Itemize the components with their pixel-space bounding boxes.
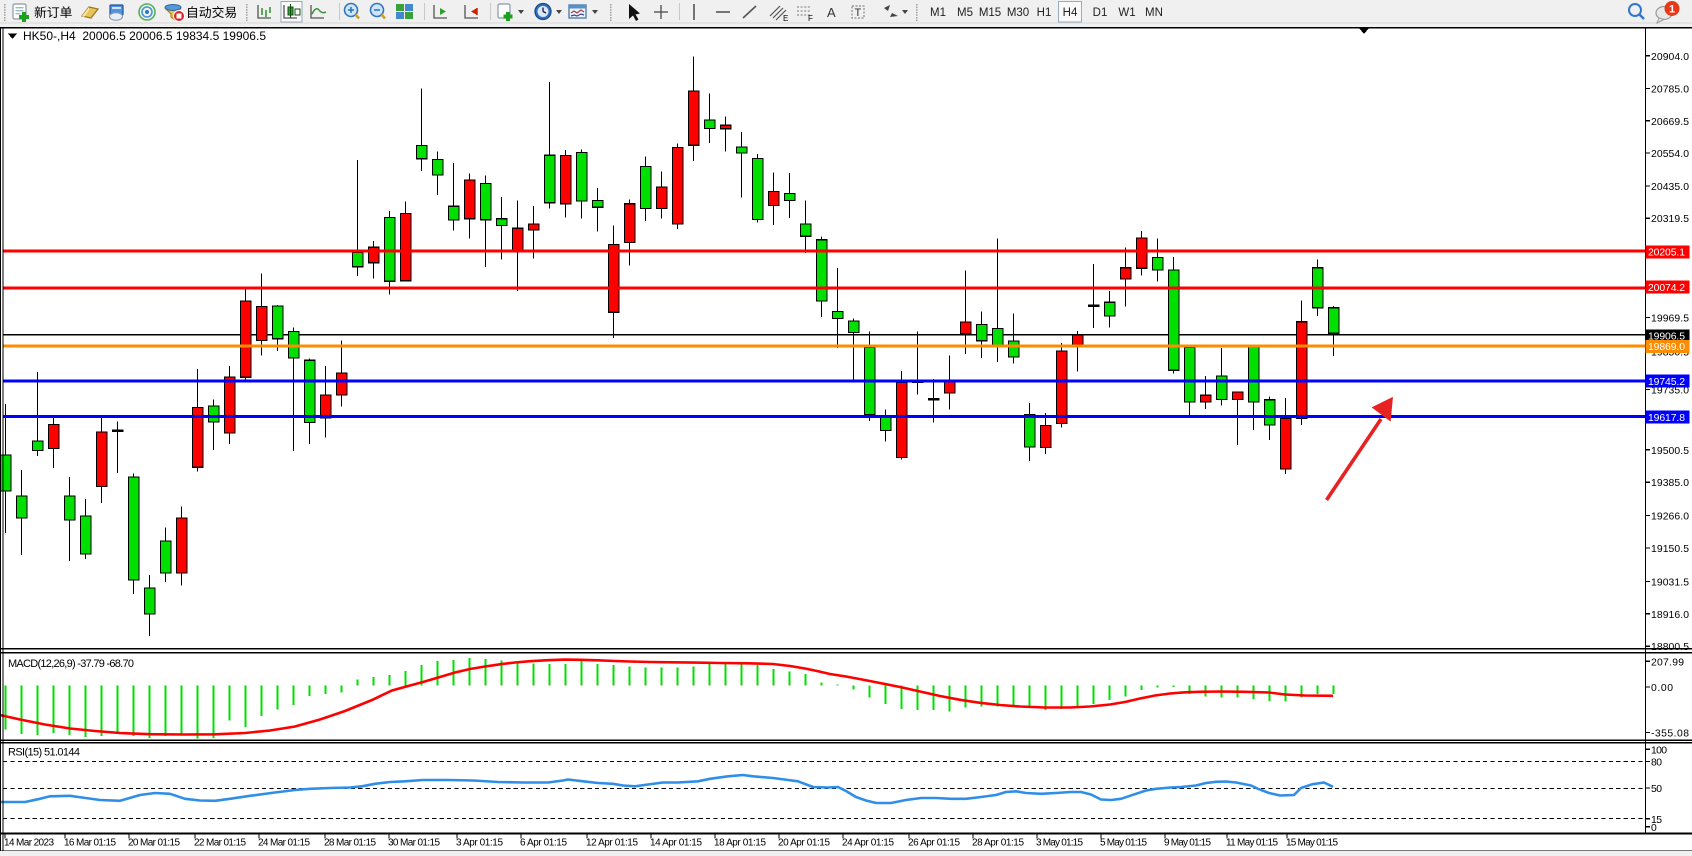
svg-text:18 Apr 01:15: 18 Apr 01:15 (714, 838, 766, 849)
svg-text:M30: M30 (1007, 7, 1029, 19)
svg-text:19500.5: 19500.5 (1651, 446, 1689, 457)
svg-text:-355.08: -355.08 (1651, 729, 1689, 740)
svg-text:20435.0: 20435.0 (1651, 182, 1689, 193)
svg-text:3 Apr 01:15: 3 Apr 01:15 (456, 838, 503, 849)
svg-text:14 Apr 01:15: 14 Apr 01:15 (650, 838, 702, 849)
svg-text:18800.5: 18800.5 (1651, 642, 1689, 653)
svg-text:D1: D1 (1093, 7, 1108, 19)
svg-text:W1: W1 (1118, 7, 1135, 19)
svg-text:12 Apr 01:15: 12 Apr 01:15 (586, 838, 638, 849)
svg-text:A: A (827, 5, 836, 20)
svg-text:MN: MN (1145, 7, 1163, 19)
svg-text:H1: H1 (1037, 7, 1052, 19)
svg-text:100: 100 (1651, 745, 1667, 756)
svg-text:19906.5: 19906.5 (1648, 332, 1685, 343)
svg-text:20904.0: 20904.0 (1651, 52, 1689, 63)
svg-text:15 May 01:15: 15 May 01:15 (1286, 838, 1338, 849)
svg-text:20074.2: 20074.2 (1648, 283, 1685, 294)
svg-text:19031.5: 19031.5 (1651, 577, 1689, 588)
svg-text:20205.1: 20205.1 (1648, 248, 1685, 259)
svg-text:19150.5: 19150.5 (1651, 544, 1689, 555)
svg-text:11 May 01:15: 11 May 01:15 (1226, 838, 1278, 849)
svg-text:19266.0: 19266.0 (1651, 512, 1689, 523)
svg-text:19869.0: 19869.0 (1648, 342, 1685, 353)
svg-text:14 Mar 2023: 14 Mar 2023 (4, 838, 54, 849)
svg-text:20 Mar 01:15: 20 Mar 01:15 (128, 838, 180, 849)
svg-text:20319.5: 20319.5 (1651, 214, 1689, 225)
svg-text:MACD(12,26,9) -37.79 -68.70: MACD(12,26,9) -37.79 -68.70 (8, 658, 134, 670)
svg-text:19735.0: 19735.0 (1651, 386, 1689, 397)
svg-text:28 Apr 01:15: 28 Apr 01:15 (972, 838, 1024, 849)
svg-text:F: F (808, 14, 813, 23)
svg-text:5 May 01:15: 5 May 01:15 (1100, 838, 1147, 849)
svg-text:0: 0 (1651, 823, 1657, 834)
svg-text:RSI(15) 51.0144: RSI(15) 51.0144 (8, 747, 80, 759)
svg-text:19385.0: 19385.0 (1651, 478, 1689, 489)
svg-text:30 Mar 01:15: 30 Mar 01:15 (388, 838, 440, 849)
svg-text:1: 1 (1669, 4, 1675, 16)
svg-text:20 Apr 01:15: 20 Apr 01:15 (778, 838, 830, 849)
svg-text:26 Apr 01:15: 26 Apr 01:15 (908, 838, 960, 849)
svg-text:9 May 01:15: 9 May 01:15 (1164, 838, 1211, 849)
svg-text:HK50-,H4 20006.5 20006.5 1983: HK50-,H4 20006.5 20006.5 19834.5 19906.5 (23, 29, 266, 43)
svg-text:19969.5: 19969.5 (1651, 314, 1689, 325)
svg-text:M15: M15 (979, 7, 1001, 19)
svg-text:15: 15 (1651, 815, 1662, 826)
svg-text:19745.2: 19745.2 (1648, 377, 1685, 388)
svg-text:20785.0: 20785.0 (1651, 85, 1689, 96)
svg-text:20669.5: 20669.5 (1651, 117, 1689, 128)
svg-text:M5: M5 (957, 7, 973, 19)
svg-text:28 Mar 01:15: 28 Mar 01:15 (324, 838, 376, 849)
svg-text:6 Apr 01:15: 6 Apr 01:15 (520, 838, 567, 849)
svg-text:19617.8: 19617.8 (1648, 413, 1685, 424)
svg-text:H4: H4 (1063, 7, 1078, 19)
svg-text:22 Mar 01:15: 22 Mar 01:15 (194, 838, 246, 849)
svg-text:50: 50 (1651, 784, 1662, 795)
svg-text:M1: M1 (930, 7, 946, 19)
svg-text:E: E (783, 14, 788, 23)
svg-text:207.99: 207.99 (1651, 657, 1684, 668)
svg-text:16 Mar 01:15: 16 Mar 01:15 (64, 838, 116, 849)
svg-text:20554.0: 20554.0 (1651, 149, 1689, 160)
svg-text:0.00: 0.00 (1651, 683, 1673, 694)
svg-text:18916.0: 18916.0 (1651, 610, 1689, 621)
svg-text:80: 80 (1651, 758, 1662, 769)
svg-text:3 May 01:15: 3 May 01:15 (1036, 838, 1083, 849)
svg-text:24 Apr 01:15: 24 Apr 01:15 (842, 838, 894, 849)
svg-text:T: T (855, 7, 862, 19)
svg-text:19850.5: 19850.5 (1651, 348, 1689, 359)
svg-text:24 Mar 01:15: 24 Mar 01:15 (258, 838, 310, 849)
